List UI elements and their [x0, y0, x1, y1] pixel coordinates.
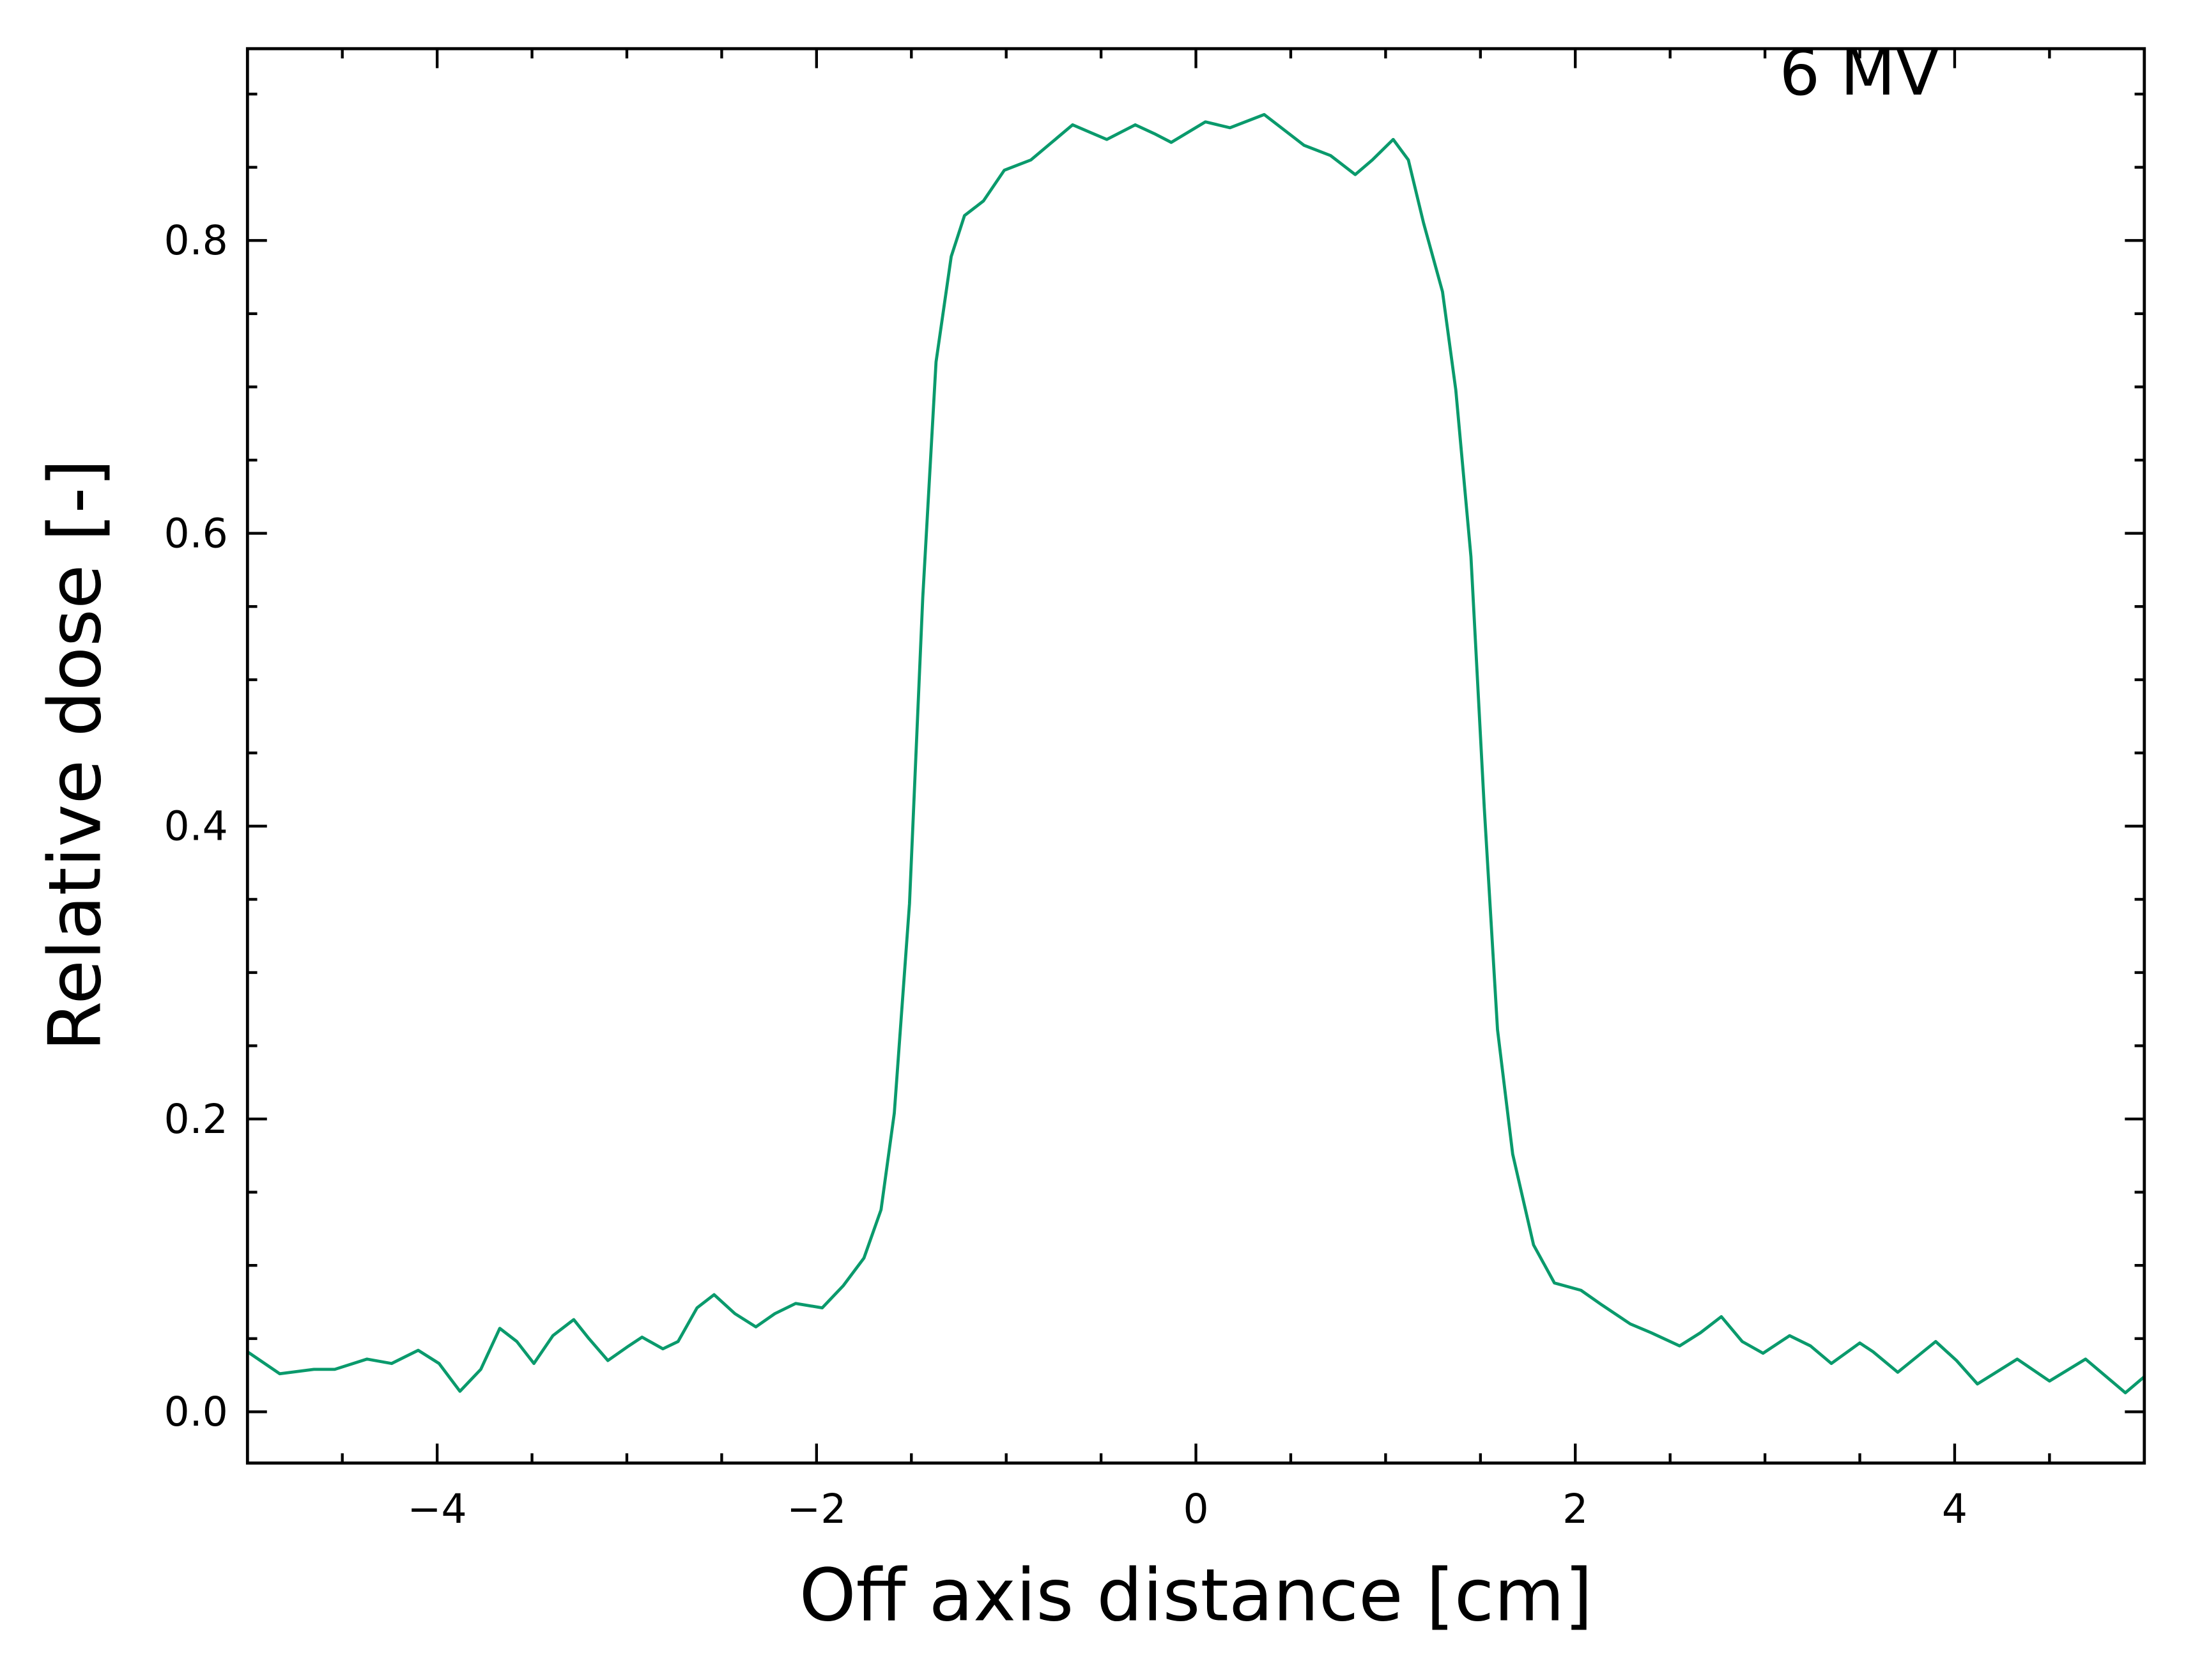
x-tick-label: 4 — [1942, 1485, 1967, 1532]
data-line — [246, 112, 2146, 1394]
background — [3, 0, 2183, 1680]
x-tick-label: 0 — [1183, 1485, 1208, 1532]
y-tick-label: 0.4 — [164, 803, 227, 850]
y-axis-label: Relative dose [-] — [33, 459, 118, 1051]
x-tick-label: 2 — [1562, 1485, 1588, 1532]
y-tick-label: 0.6 — [164, 509, 227, 557]
y-tick-label: 0.0 — [164, 1388, 227, 1435]
x-tick-label: −2 — [787, 1485, 846, 1532]
y-tick-label: 0.8 — [164, 217, 227, 264]
y-tick-label: 0.2 — [164, 1095, 227, 1143]
annotation: 6 MV — [1779, 35, 1939, 110]
x-axis-label: Off axis distance [cm] — [799, 1553, 1593, 1637]
x-tick-label: −4 — [408, 1485, 467, 1532]
